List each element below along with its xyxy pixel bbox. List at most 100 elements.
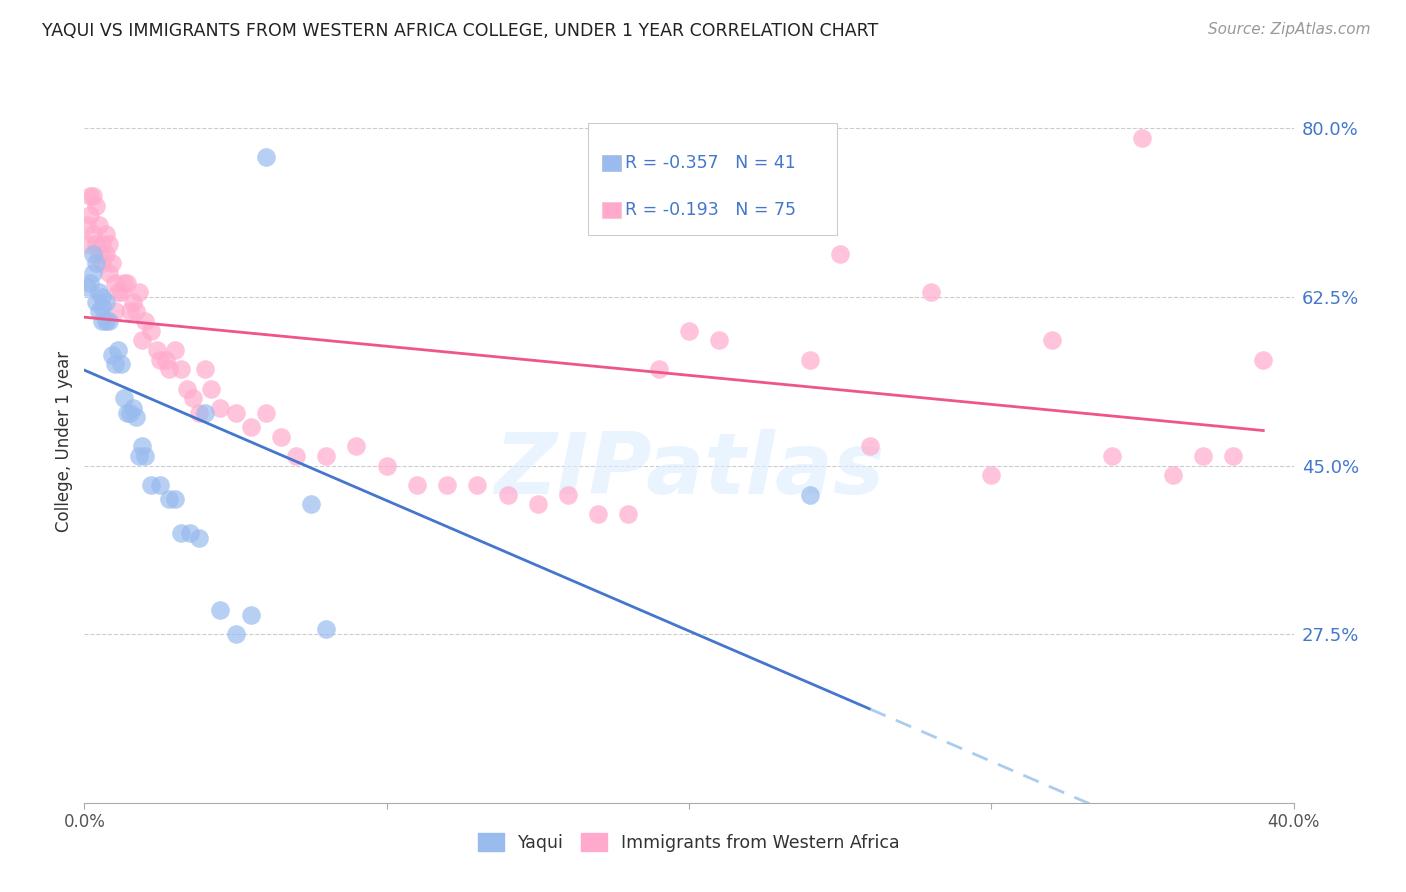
Point: [225, 627, 247, 641]
Point: [648, 362, 671, 376]
Point: [131, 334, 153, 348]
Point: [79, 276, 101, 290]
Point: [315, 623, 337, 637]
Point: [82, 189, 104, 203]
Point: [170, 526, 193, 541]
Point: [1222, 449, 1244, 463]
Point: [375, 458, 398, 473]
Point: [149, 352, 172, 367]
Legend: Yaqui, Immigrants from Western Africa: Yaqui, Immigrants from Western Africa: [471, 827, 907, 859]
Point: [100, 256, 122, 270]
Point: [179, 526, 201, 541]
Point: [299, 497, 322, 511]
Point: [1192, 449, 1215, 463]
Point: [112, 276, 135, 290]
Point: [121, 401, 143, 415]
Point: [115, 406, 138, 420]
Text: ZIPatlas: ZIPatlas: [494, 429, 884, 512]
Point: [209, 401, 232, 415]
Point: [188, 531, 211, 545]
Point: [118, 406, 141, 420]
Point: [239, 607, 262, 622]
Point: [270, 430, 292, 444]
Point: [76, 237, 98, 252]
Point: [149, 478, 172, 492]
Point: [121, 294, 143, 309]
Point: [134, 449, 156, 463]
Point: [79, 189, 101, 203]
Point: [131, 439, 153, 453]
Point: [209, 603, 232, 617]
Point: [830, 246, 852, 260]
Point: [86, 294, 108, 309]
Point: [738, 169, 761, 184]
Point: [467, 478, 489, 492]
Point: [436, 478, 458, 492]
Point: [165, 343, 187, 357]
Point: [527, 497, 550, 511]
Point: [146, 343, 169, 357]
Point: [188, 406, 211, 420]
Point: [91, 314, 114, 328]
Point: [91, 290, 114, 304]
Point: [94, 227, 117, 242]
Point: [194, 362, 217, 376]
Point: [89, 246, 111, 260]
Point: [678, 324, 700, 338]
Point: [86, 256, 108, 270]
Point: [82, 246, 104, 260]
Point: [200, 382, 222, 396]
Point: [176, 382, 198, 396]
Point: [920, 285, 942, 300]
Point: [406, 478, 429, 492]
Point: [155, 352, 177, 367]
Text: R = -0.357   N = 41: R = -0.357 N = 41: [624, 153, 796, 171]
Point: [86, 237, 108, 252]
Point: [97, 314, 120, 328]
Point: [1253, 352, 1275, 367]
Point: [225, 406, 247, 420]
Point: [91, 300, 114, 314]
Point: [617, 507, 640, 521]
Point: [980, 468, 1002, 483]
Point: [315, 449, 337, 463]
Point: [97, 237, 120, 252]
Point: [157, 492, 180, 507]
Point: [285, 449, 308, 463]
Point: [125, 410, 148, 425]
Point: [118, 304, 141, 318]
Point: [94, 314, 117, 328]
Point: [194, 406, 217, 420]
Point: [82, 227, 104, 242]
Point: [859, 439, 882, 453]
Text: Source: ZipAtlas.com: Source: ZipAtlas.com: [1208, 22, 1371, 37]
Point: [139, 478, 162, 492]
Point: [769, 198, 792, 212]
Point: [104, 276, 127, 290]
Point: [165, 492, 187, 507]
Point: [110, 358, 132, 372]
Point: [157, 362, 180, 376]
Point: [1040, 334, 1063, 348]
Point: [1130, 131, 1153, 145]
Point: [170, 362, 193, 376]
Point: [346, 439, 368, 453]
Point: [100, 348, 122, 362]
Point: [125, 304, 148, 318]
Point: [94, 246, 117, 260]
Point: [254, 406, 277, 420]
Text: YAQUI VS IMMIGRANTS FROM WESTERN AFRICA COLLEGE, UNDER 1 YEAR CORRELATION CHART: YAQUI VS IMMIGRANTS FROM WESTERN AFRICA …: [42, 22, 879, 40]
Point: [110, 285, 132, 300]
Point: [89, 218, 111, 232]
Point: [82, 266, 104, 280]
Point: [76, 280, 98, 294]
Point: [86, 198, 108, 212]
Point: [76, 218, 98, 232]
Point: [89, 285, 111, 300]
Point: [496, 487, 519, 501]
Point: [181, 391, 204, 405]
Point: [709, 334, 731, 348]
Point: [115, 276, 138, 290]
Point: [239, 420, 262, 434]
Point: [799, 487, 821, 501]
